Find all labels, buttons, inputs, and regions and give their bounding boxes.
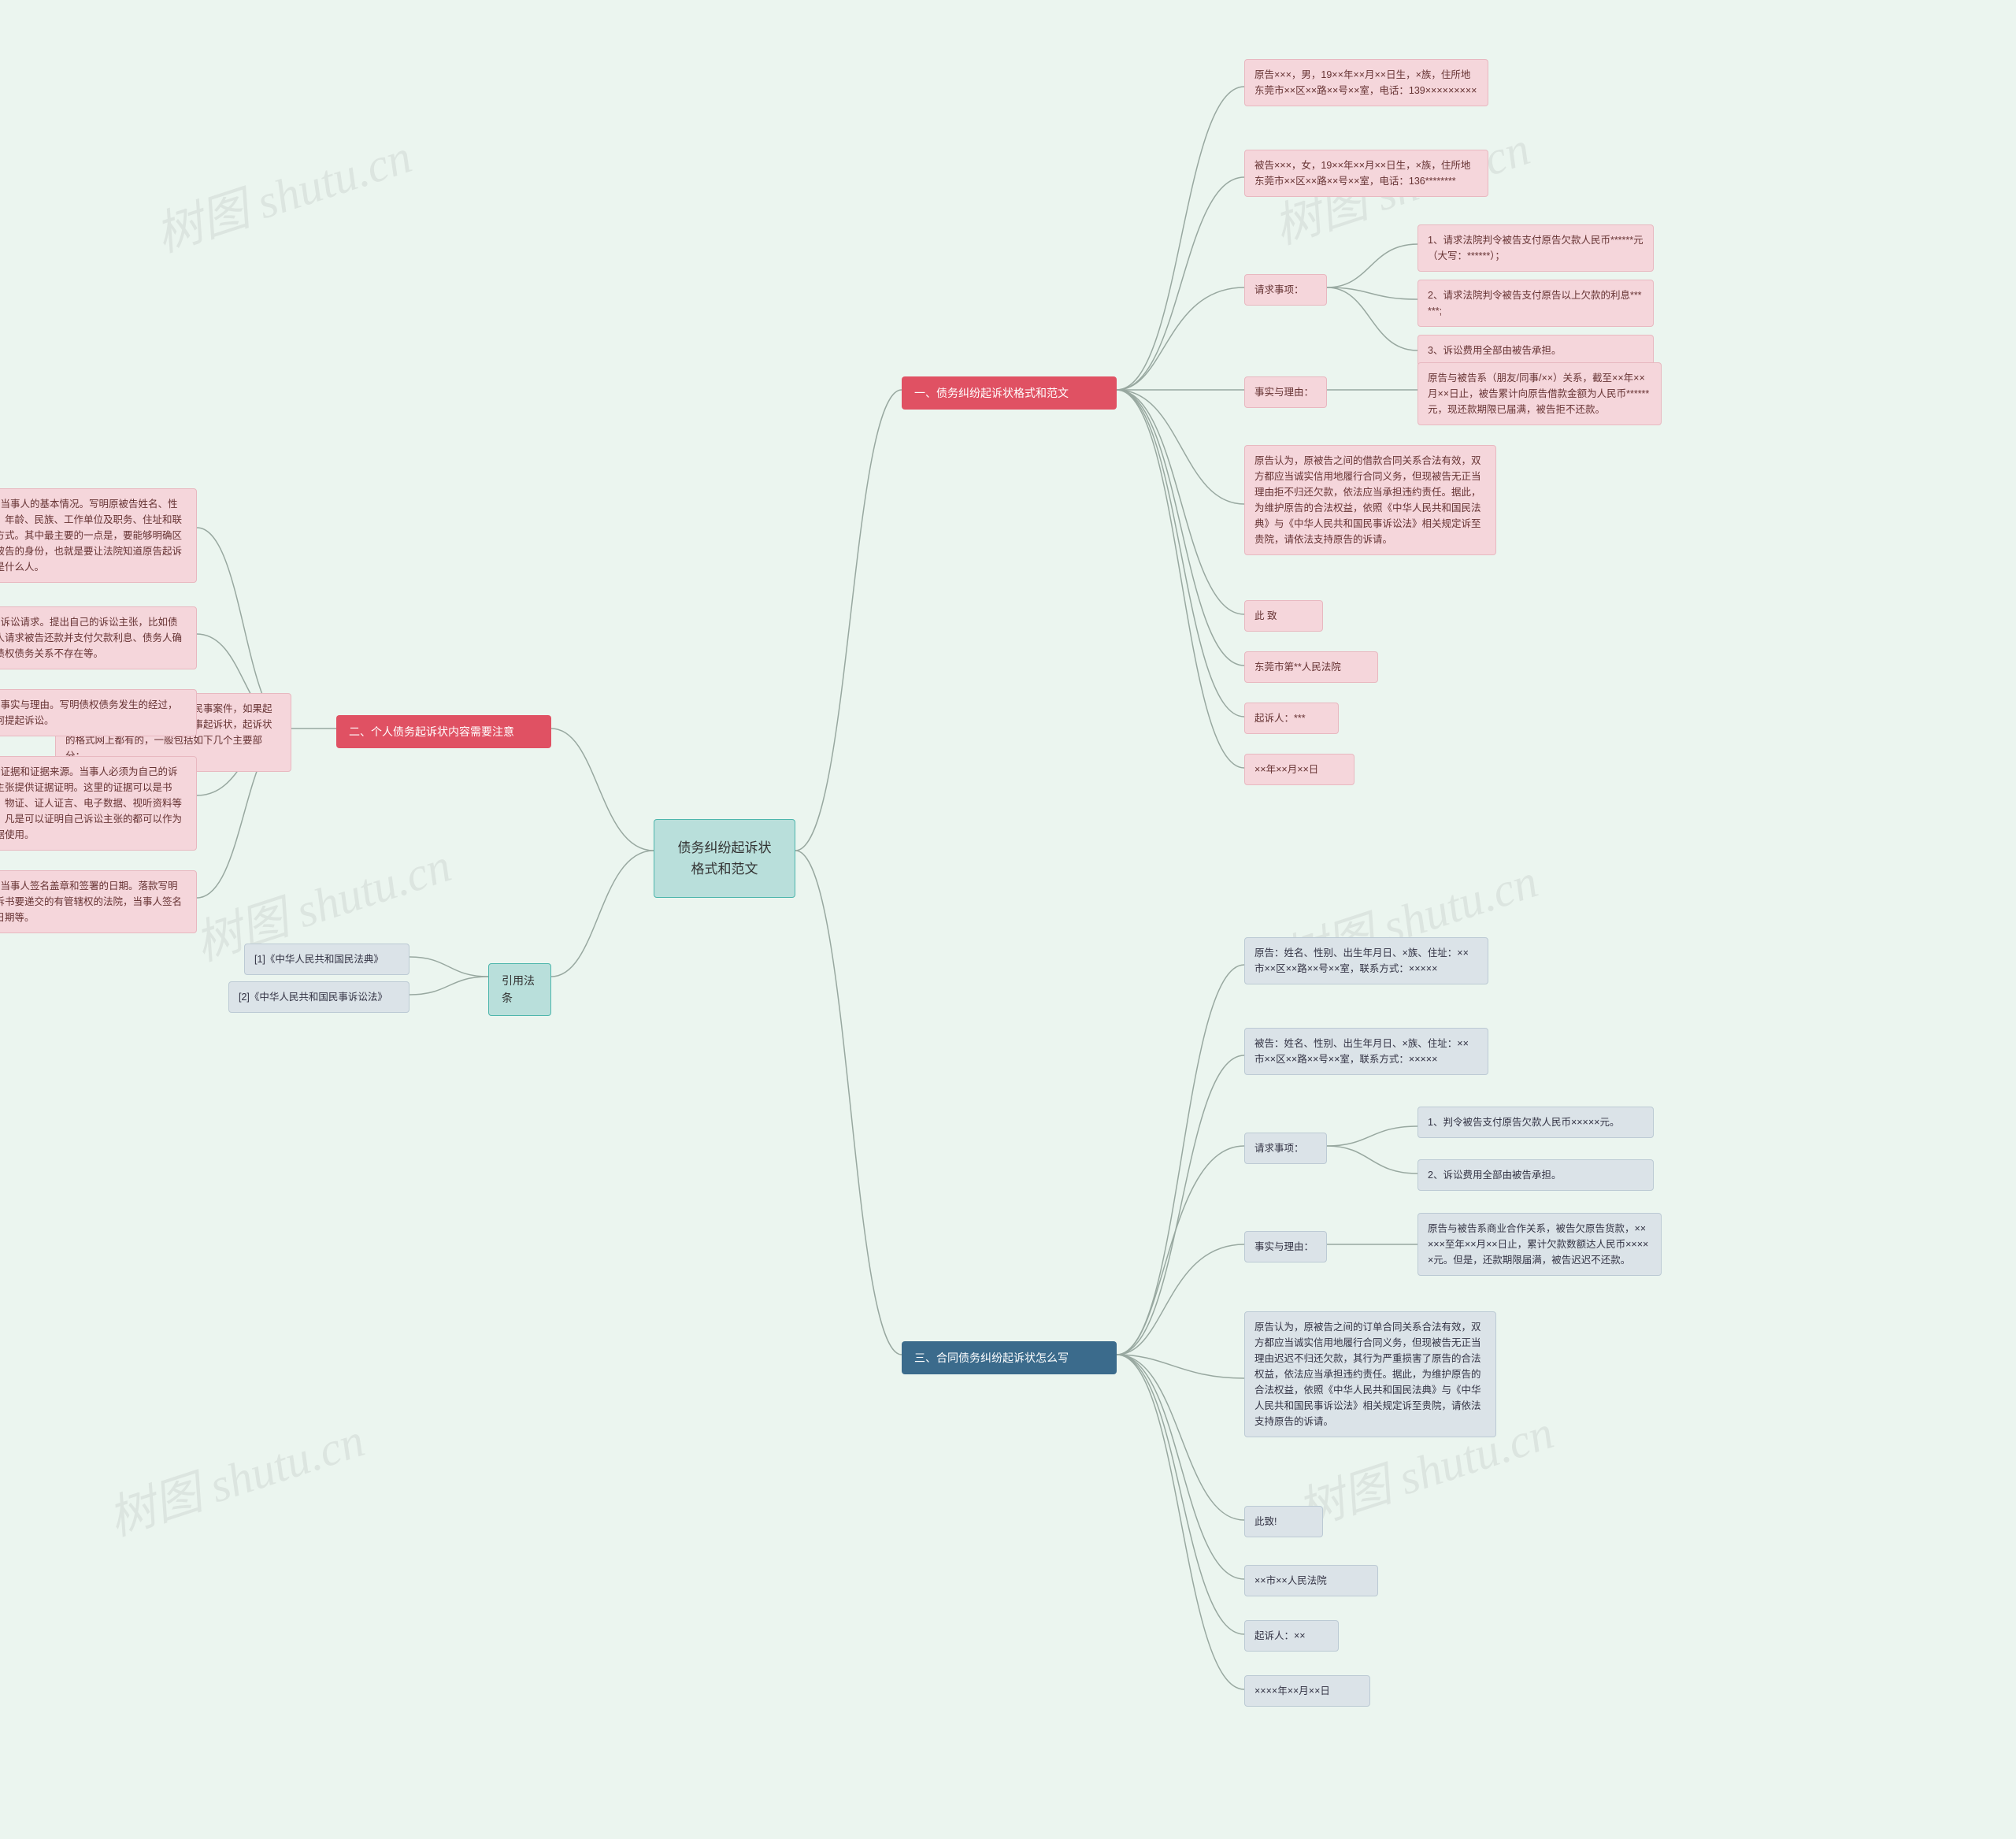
s1-date: ××年××月××日 (1244, 754, 1354, 785)
s1-facts: 原告与被告系（朋友/同事/××）关系，截至××年××月××日止，被告累计向原告借… (1418, 362, 1662, 425)
s1-plaintiff: 原告×××，男，19××年××月××日生，×族，住所地东莞市××区××路××号×… (1244, 59, 1488, 106)
s1-requests-label: 请求事项： (1244, 274, 1327, 306)
s2-item5: 5、当事人签名盖章和签署的日期。落款写明起诉书要递交的有管辖权的法院，当事人签名… (0, 870, 197, 933)
s1-facts-label: 事实与理由： (1244, 376, 1327, 408)
section3-branch: 三、合同债务纠纷起诉状怎么写 (902, 1341, 1117, 1374)
watermark: 树图 shutu.cn (98, 1402, 372, 1549)
s3-plaintiff: 原告：姓名、性别、出生年月日、×族、住址：××市××区××路××号××室，联系方… (1244, 937, 1488, 984)
s1-req2: 2、请求法院判令被告支付原告以上欠款的利息******; (1418, 280, 1654, 327)
root-node: 债务纠纷起诉状格式和范文 (654, 819, 795, 898)
s3-facts-label: 事实与理由： (1244, 1231, 1327, 1262)
s2-item4: 4、证据和证据来源。当事人必须为自己的诉讼主张提供证据证明。这里的证据可以是书证… (0, 756, 197, 851)
s2-item2: 2、诉讼请求。提出自己的诉讼主张，比如债权人请求被告还款并支付欠款利息、债务人确… (0, 606, 197, 669)
s3-closing: 此致! (1244, 1506, 1323, 1537)
s3-defendant: 被告：姓名、性别、出生年月日、×族、住址：××市××区××路××号××室，联系方… (1244, 1028, 1488, 1075)
section1-branch: 一、债务纠纷起诉状格式和范文 (902, 376, 1117, 410)
s1-court: 东莞市第**人民法院 (1244, 651, 1378, 683)
citation2: [2]《中华人民共和国民事诉讼法》 (228, 981, 410, 1013)
s1-req3: 3、诉讼费用全部由被告承担。 (1418, 335, 1654, 366)
s3-court: ××市××人民法院 (1244, 1565, 1378, 1596)
s3-signer: 起诉人：×× (1244, 1620, 1339, 1652)
watermark: 树图 shutu.cn (146, 118, 419, 265)
s3-date: ××××年××月××日 (1244, 1675, 1370, 1707)
s3-req2: 2、诉讼费用全部由被告承担。 (1418, 1159, 1654, 1191)
s3-facts: 原告与被告系商业合作关系，被告欠原告货款，×××××至年××月××日止，累计欠款… (1418, 1213, 1662, 1276)
section2-branch: 二、个人债务起诉状内容需要注意 (336, 715, 551, 748)
s2-item1: 1、当事人的基本情况。写明原被告姓名、性别、年龄、民族、工作单位及职务、住址和联… (0, 488, 197, 583)
s3-requests-label: 请求事项： (1244, 1133, 1327, 1164)
citations-branch: 引用法条 (488, 963, 551, 1016)
s1-signer: 起诉人：*** (1244, 703, 1339, 734)
s3-argument: 原告认为，原被告之间的订单合同关系合法有效，双方都应当诚实信用地履行合同义务，但… (1244, 1311, 1496, 1437)
s1-closing: 此 致 (1244, 600, 1323, 632)
connector-layer (0, 0, 2016, 1839)
s1-argument: 原告认为，原被告之间的借款合同关系合法有效，双方都应当诚实信用地履行合同义务，但… (1244, 445, 1496, 555)
s1-defendant: 被告×××，女，19××年××月××日生，×族，住所地东莞市××区××路××号×… (1244, 150, 1488, 197)
s1-req1: 1、请求法院判令被告支付原告欠款人民币******元（大写：******）； (1418, 224, 1654, 272)
s3-req1: 1、判令被告支付原告欠款人民币×××××元。 (1418, 1107, 1654, 1138)
s2-item3: 3、事实与理由。写明债权债务发生的经过，为何提起诉讼。 (0, 689, 197, 736)
citation1: [1]《中华人民共和国民法典》 (244, 944, 410, 975)
